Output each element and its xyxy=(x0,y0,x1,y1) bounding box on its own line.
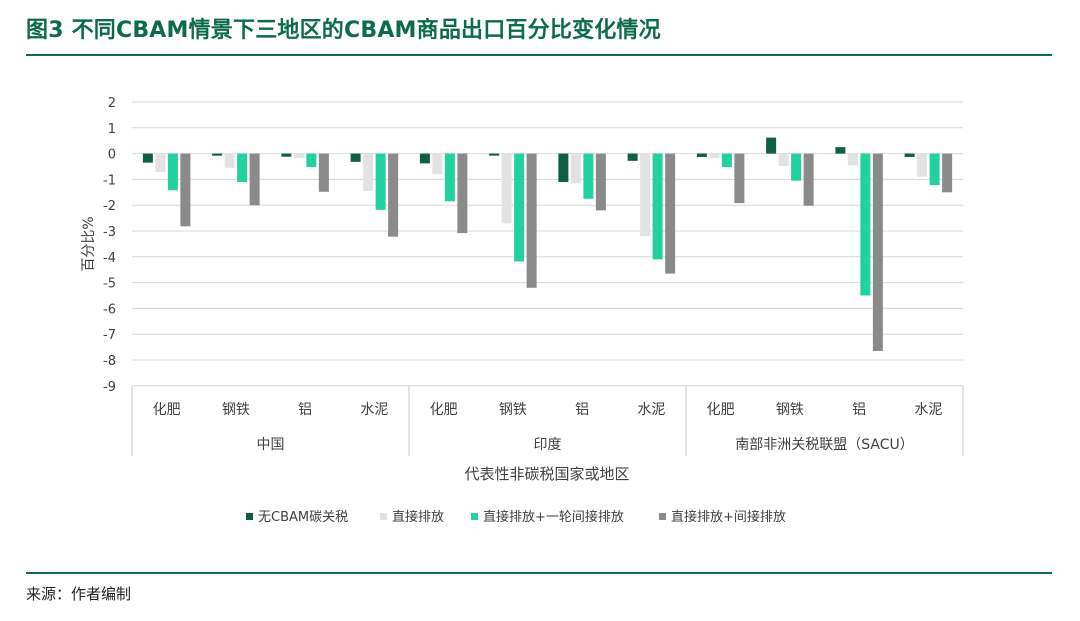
legend-swatch xyxy=(659,513,666,520)
bar xyxy=(570,153,581,184)
y-axis-title: 百分比% xyxy=(81,216,97,271)
bar xyxy=(652,153,663,260)
x-category-label: 水泥 xyxy=(360,402,388,418)
bar xyxy=(583,153,594,199)
bar xyxy=(444,153,455,202)
bar xyxy=(249,153,260,206)
bar xyxy=(942,153,953,193)
y-tick-label: -7 xyxy=(103,328,116,343)
bars xyxy=(142,137,953,351)
bar xyxy=(835,147,846,154)
bar xyxy=(167,153,178,191)
bar xyxy=(766,137,777,154)
bar xyxy=(224,153,235,168)
x-category-label: 水泥 xyxy=(914,402,942,418)
bar xyxy=(595,153,606,211)
legend-swatch xyxy=(246,513,253,520)
bar xyxy=(791,153,802,181)
y-tick-label: 0 xyxy=(108,148,116,163)
x-category-label: 铝 xyxy=(575,402,589,418)
bar xyxy=(212,153,223,156)
x-category-label: 钢铁 xyxy=(776,402,804,418)
bar xyxy=(803,153,814,206)
bar xyxy=(778,153,789,166)
bar xyxy=(489,153,500,156)
legend-swatch xyxy=(471,513,478,520)
bar xyxy=(558,153,569,182)
y-tick-label: 2 xyxy=(108,96,116,111)
legend: 无CBAM碳关税 直接排放 直接排放+一轮间接排放 直接排放+间接排放 xyxy=(246,509,786,525)
x-axis-title: 代表性非碳税国家或地区 xyxy=(464,465,629,483)
bar xyxy=(665,153,676,274)
bar xyxy=(640,153,651,237)
bar xyxy=(350,153,361,162)
bar xyxy=(237,153,248,182)
bar xyxy=(872,153,883,351)
bar xyxy=(514,153,525,262)
y-tick-label: -6 xyxy=(103,302,116,317)
bar xyxy=(526,153,537,288)
x-category-label: 铝 xyxy=(852,402,866,418)
bar xyxy=(917,153,928,177)
bar xyxy=(734,153,745,204)
bar xyxy=(363,153,374,192)
bar xyxy=(142,153,153,163)
bar xyxy=(847,153,858,166)
x-group-label: 印度 xyxy=(534,437,562,453)
legend-label: 无CBAM碳关税 xyxy=(258,510,348,525)
x-category-label: 铝 xyxy=(298,402,312,418)
legend-item: 直接排放 xyxy=(380,509,444,525)
bar xyxy=(281,153,292,157)
bar xyxy=(432,153,443,175)
x-category-label: 钢铁 xyxy=(499,402,527,418)
source-note: 来源：作者编制 xyxy=(26,585,132,603)
legend-label: 直接排放+间接排放 xyxy=(671,509,786,525)
bar xyxy=(501,153,512,224)
y-tick-label: -5 xyxy=(103,277,116,292)
x-category-label: 化肥 xyxy=(707,402,735,418)
x-group-label: 南部非洲关税联盟（SACU） xyxy=(735,437,914,453)
bar xyxy=(721,153,732,168)
bar xyxy=(627,153,638,161)
bar xyxy=(860,153,871,296)
bar xyxy=(929,153,940,186)
bar xyxy=(419,153,430,164)
bar xyxy=(375,153,386,210)
y-tick-label: -8 xyxy=(103,354,116,369)
x-category-label: 化肥 xyxy=(430,402,458,418)
legend-item: 直接排放+一轮间接排放 xyxy=(471,509,624,525)
y-tick-label: 1 xyxy=(108,122,116,137)
y-tick-label: -3 xyxy=(103,225,116,240)
bar xyxy=(155,153,166,173)
bar xyxy=(180,153,191,227)
x-category-label: 化肥 xyxy=(153,402,181,418)
x-category-label: 钢铁 xyxy=(222,402,250,418)
y-tick-label: -2 xyxy=(103,199,116,214)
legend-item: 直接排放+间接排放 xyxy=(659,509,786,525)
y-tick-label: -9 xyxy=(103,380,116,395)
x-category-label: 水泥 xyxy=(637,402,665,418)
legend-label: 直接排放+一轮间接排放 xyxy=(483,509,624,525)
legend-swatch xyxy=(380,513,387,520)
x-group-label: 中国 xyxy=(257,437,285,453)
bar xyxy=(904,153,915,157)
bar xyxy=(696,153,707,157)
bar xyxy=(388,153,399,237)
y-axis-tick-labels: 2 1 0 -1 -2 -3 -4 -5 -6 -7 -8 -9 xyxy=(103,96,116,395)
bar xyxy=(318,153,329,192)
gridlines xyxy=(132,101,963,387)
bar xyxy=(709,153,720,159)
bar xyxy=(293,153,304,159)
y-tick-label: -1 xyxy=(103,173,116,188)
bar xyxy=(457,153,468,234)
legend-item: 无CBAM碳关税 xyxy=(246,510,348,525)
legend-label: 直接排放 xyxy=(392,509,444,525)
footer-divider xyxy=(26,572,1052,574)
title-divider xyxy=(26,54,1052,56)
bar xyxy=(306,153,317,168)
figure-title: 图3 不同CBAM情景下三地区的CBAM商品出口百分比变化情况 xyxy=(26,18,661,43)
y-tick-label: -4 xyxy=(103,251,116,266)
